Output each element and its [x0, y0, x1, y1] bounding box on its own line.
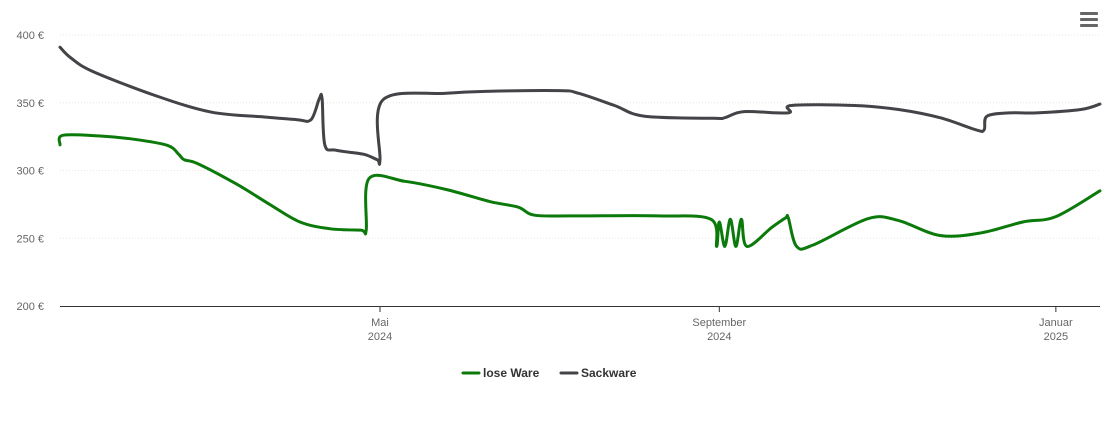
y-tick-label: 250 €	[16, 233, 44, 245]
legend: lose Ware Sackware	[461, 366, 637, 380]
legend-label-lose-ware: lose Ware	[483, 366, 540, 380]
y-tick-label: 350 €	[16, 98, 44, 110]
series-line-sackware	[58, 45, 1102, 166]
x-tick-label-month: Januar	[1039, 317, 1073, 329]
grid-lines	[60, 34, 1100, 239]
x-tick-label-year: 2024	[707, 331, 731, 343]
series-lines	[57, 45, 1102, 251]
x-tick-label-year: 2025	[1044, 331, 1068, 343]
y-axis-tick-labels: 200 € 250 € 300 € 350 € 400 €	[16, 30, 44, 313]
menu-bar	[1080, 24, 1098, 27]
chart-menu-icon[interactable]	[1080, 12, 1098, 28]
legend-label-sackware: Sackware	[581, 366, 637, 380]
series-line-lose-ware	[57, 133, 1102, 251]
y-tick-label: 400 €	[16, 30, 44, 42]
x-tick-label-year: 2024	[368, 331, 392, 343]
x-tick-label-month: Mai	[371, 317, 389, 329]
x-axis: Mai 2024 September 2024 Januar 2025	[60, 306, 1100, 343]
y-tick-label: 200 €	[16, 301, 44, 313]
menu-bar	[1080, 18, 1098, 21]
y-tick-label: 300 €	[16, 166, 44, 178]
menu-bar	[1080, 12, 1098, 15]
x-tick-label-month: September	[692, 317, 746, 329]
